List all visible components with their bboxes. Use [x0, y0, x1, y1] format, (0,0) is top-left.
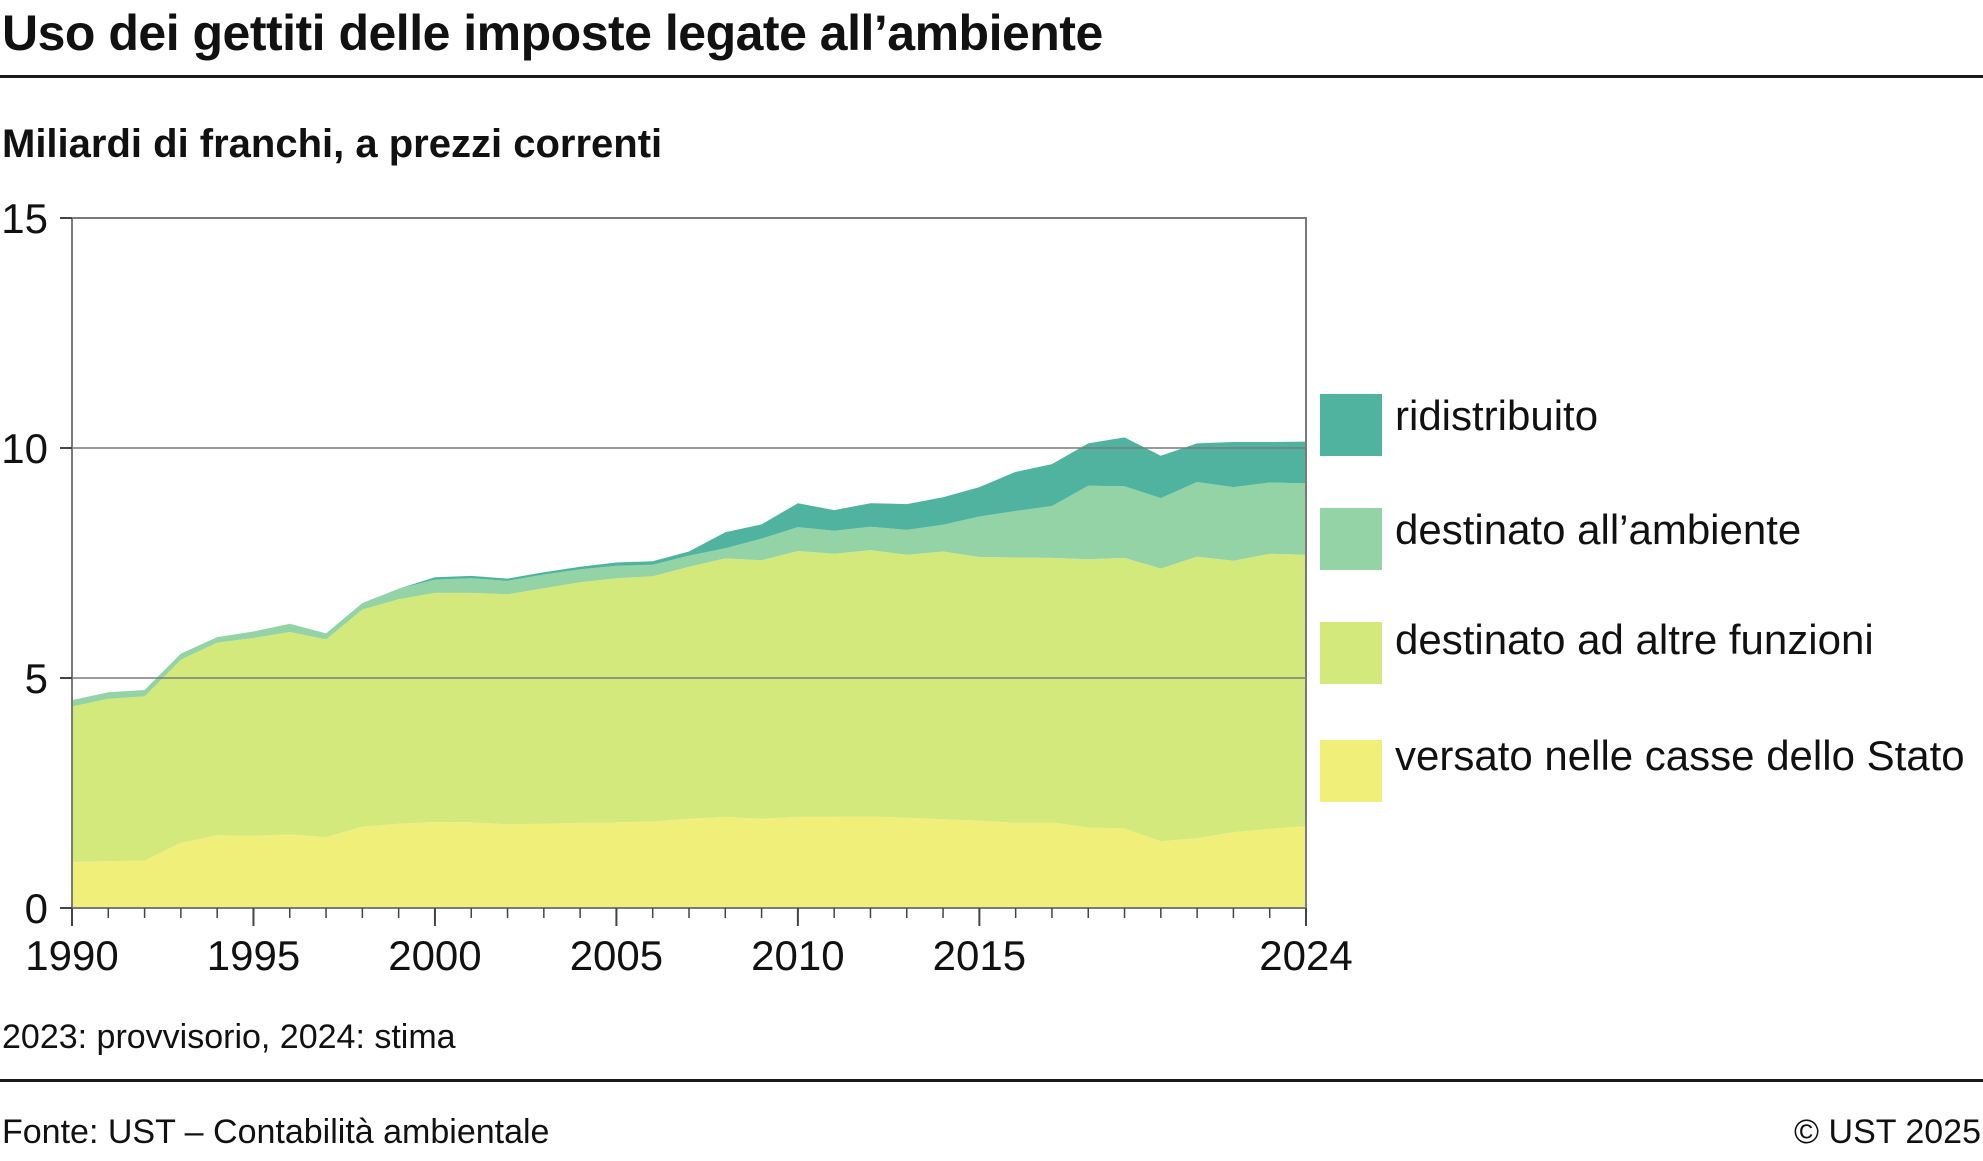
title-divider: [0, 75, 1983, 78]
legend-label-0: ridistribuito: [1395, 392, 1599, 439]
legend-label-3: versato nelle casse dello Stato: [1395, 732, 1965, 779]
legend-label-2: destinato ad altre funzioni: [1395, 616, 1874, 663]
y-tick-label-3: 15: [1, 195, 48, 242]
stacked-area-chart: 0 5 10 15 1990 1995 2000 2005 2010 2015 2024: [1, 195, 1353, 979]
legend-swatch-3: [1320, 740, 1382, 802]
legend-label-1: destinato all’ambiente: [1395, 506, 1802, 553]
grid-lines: [72, 447, 1306, 679]
legend-swatch-0: [1320, 394, 1382, 456]
footnote: 2023: provvisorio, 2024: stima: [2, 1018, 456, 1056]
x-tick-label-4: 2010: [751, 932, 844, 979]
legend-swatch-1: [1320, 508, 1382, 570]
source-text: Fonte: UST – Contabilità ambientale: [2, 1113, 550, 1151]
chart-subtitle: Miliardi di franchi, a prezzi correnti: [2, 122, 663, 166]
x-tick-label-3: 2005: [570, 932, 663, 979]
footer-divider: [0, 1079, 1983, 1082]
area-layers: [72, 437, 1306, 908]
x-axis-ticks: 1990 1995 2000 2005 2010 2015 2024: [25, 908, 1353, 979]
y-tick-label-1: 5: [25, 655, 48, 702]
x-tick-label-5: 2015: [933, 932, 1026, 979]
x-tick-label-0: 1990: [25, 932, 118, 979]
area-series-2: [72, 482, 1306, 707]
x-tick-label-2: 2000: [388, 932, 481, 979]
legend-swatch-2: [1320, 622, 1382, 684]
copyright-text: © UST 2025: [1794, 1113, 1981, 1151]
y-tick-label-0: 0: [25, 885, 48, 932]
x-tick-label-6: 2024: [1259, 932, 1352, 979]
chart-title: Uso dei gettiti delle imposte legate all…: [2, 5, 1103, 61]
area-series-3: [72, 437, 1306, 701]
area-series-0: [72, 816, 1306, 908]
x-tick-label-1: 1995: [207, 932, 300, 979]
y-axis-ticks: 0 5 10 15: [1, 195, 72, 932]
y-tick-label-2: 10: [1, 425, 48, 472]
area-series-1: [72, 550, 1306, 862]
